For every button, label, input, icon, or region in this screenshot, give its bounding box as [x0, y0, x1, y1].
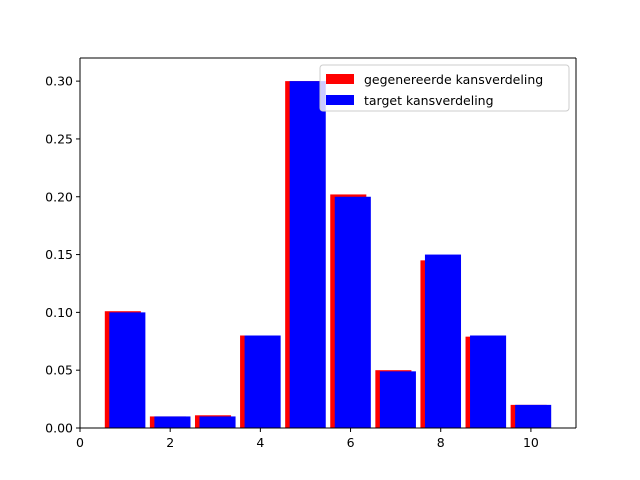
x-tick-label: 4: [256, 435, 264, 450]
y-tick-label: 0.30: [45, 74, 73, 89]
bar-series2-x10: [515, 404, 552, 428]
x-tick-label: 0: [76, 435, 84, 450]
x-tick-label: 6: [347, 435, 355, 450]
bar-series2-x8: [424, 254, 462, 428]
y-tick-label: 0.20: [45, 189, 73, 204]
x-tick-label: 8: [437, 435, 445, 450]
bar-series2-x3: [199, 416, 236, 428]
legend-swatch-series2: [326, 95, 354, 105]
y-tick-label: 0.10: [45, 305, 73, 320]
x-tick-label: 10: [523, 435, 539, 450]
axes-layer: 0 2 4 6 8 10 0.00 0.05 0.10 0.15 0.20 0.25 0.30: [45, 57, 577, 450]
legend: gegenereerde kansverdeling target kansver…: [319, 64, 570, 112]
legend-frame: [319, 64, 570, 112]
bar-series2-x4: [244, 335, 281, 428]
y-tick-label: 0.15: [45, 247, 73, 262]
bar-series2-x7: [379, 371, 416, 428]
x-tick-label: 2: [166, 435, 174, 450]
legend-label-series2: target kansverdeling: [364, 93, 494, 108]
y-tick-label: 0.05: [45, 363, 73, 378]
y-tick-label: 0.25: [45, 131, 73, 146]
bar-series2-x2: [154, 416, 191, 428]
bars-layer: [104, 81, 552, 428]
y-tick-label: 0.00: [45, 421, 73, 436]
legend-swatch-series1: [326, 74, 354, 84]
bar-series2-x1: [109, 312, 146, 428]
bar-series2-x5: [289, 81, 326, 428]
legend-label-series1: gegenereerde kansverdeling: [364, 72, 543, 87]
bar-series2-x6: [334, 196, 371, 428]
bar-series2-x9: [470, 335, 507, 428]
